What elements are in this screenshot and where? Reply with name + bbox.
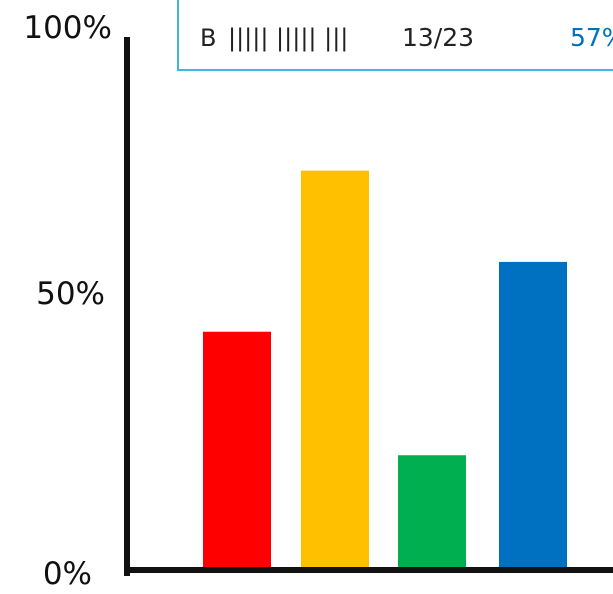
bars xyxy=(203,170,567,568)
y-tick-label-50: 50% xyxy=(36,276,105,312)
y-tick-labels: 100% 50% 0% xyxy=(23,10,112,592)
tooltip-tally: ||||| ||||| ||| xyxy=(228,24,348,52)
bar-2[interactable] xyxy=(301,170,369,568)
tooltip-percent: 57% xyxy=(570,23,613,52)
y-tick-label-100: 100% xyxy=(23,10,112,46)
bar-4[interactable] xyxy=(499,261,567,568)
tooltip-box xyxy=(177,0,613,71)
bar-1[interactable] xyxy=(203,331,271,568)
tooltip-label: B xyxy=(200,24,216,52)
bar-3[interactable] xyxy=(398,455,466,568)
tooltip-count: 13/23 xyxy=(402,23,474,52)
y-tick-label-0: 0% xyxy=(43,556,92,589)
tooltip: B ||||| ||||| ||| 13/23 57% xyxy=(177,0,613,71)
